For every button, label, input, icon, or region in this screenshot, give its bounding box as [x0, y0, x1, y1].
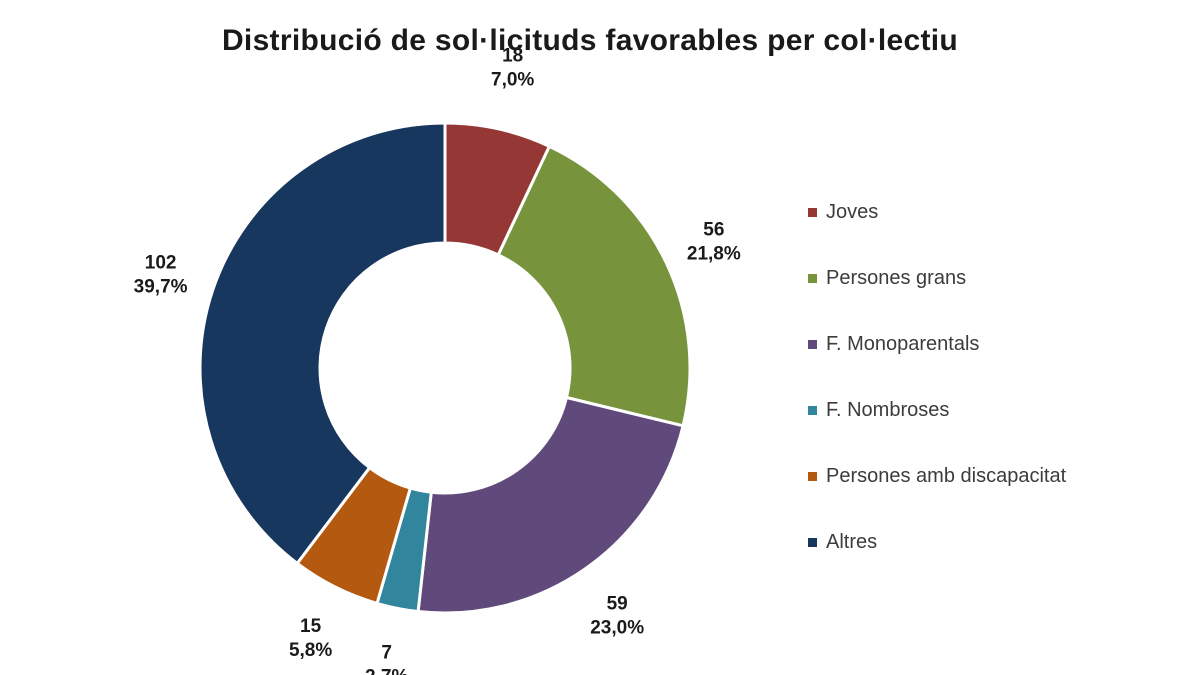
legend-swatch: [808, 472, 817, 481]
legend-swatch: [808, 274, 817, 283]
data-label-percent-persones-amb-discapacitat: 5,8%: [289, 640, 332, 661]
slice-persones-grans: [496, 144, 692, 428]
data-labels: 18 7,0% 56 21,8% 59 23,0% 7 2,7% 15 5,8% 102 39,7%: [134, 45, 741, 675]
legend-label: F. Nombroses: [826, 399, 950, 421]
data-label-value-f-monoparentals: 59: [607, 594, 628, 615]
data-label-percent-f-monoparentals: 23,0%: [590, 618, 644, 639]
chart-title: Distribució de sol·licituds favorables p…: [221, 24, 959, 57]
slice-f-monoparentals: [416, 395, 685, 615]
data-label-value-persones-amb-discapacitat: 15: [300, 616, 322, 637]
legend-item-persones-amb-discapacitat: Persones amb discapacitat: [808, 460, 1066, 493]
legend-label: Altres: [826, 531, 878, 553]
legend-label: Persones grans: [826, 267, 967, 289]
data-label-value-altres: 102: [145, 253, 177, 274]
legend-item-altres: Altres: [808, 526, 1066, 559]
data-label-percent-persones-grans: 21,8%: [687, 243, 741, 264]
legend-label: Persones amb discapacitat: [826, 465, 1067, 487]
data-label-percent-f-nombroses: 2,7%: [365, 666, 408, 675]
legend-swatch: [808, 406, 817, 415]
legend: Joves Persones grans F. Monoparentals F. No…: [808, 196, 1066, 592]
data-label-value-persones-grans: 56: [703, 219, 724, 240]
legend-item-f-monoparentals: F. Monoparentals: [808, 328, 1066, 361]
legend-item-f-nombroses: F. Nombroses: [808, 394, 1066, 427]
legend-item-persones-grans: Persones grans: [808, 262, 1066, 295]
legend-item-joves: Joves: [808, 196, 1066, 229]
data-label-value-joves: 18: [502, 45, 523, 66]
slices: [198, 121, 692, 615]
data-label-value-f-nombroses: 7: [381, 642, 392, 663]
data-label-percent-altres: 39,7%: [134, 277, 188, 298]
data-label-percent-joves: 7,0%: [491, 69, 534, 90]
legend-swatch: [808, 340, 817, 349]
legend-label: Joves: [826, 201, 879, 223]
legend-label: F. Monoparentals: [826, 333, 980, 355]
slice-altres: [198, 121, 447, 566]
legend-swatch: [808, 538, 817, 547]
legend-swatch: [808, 208, 817, 217]
